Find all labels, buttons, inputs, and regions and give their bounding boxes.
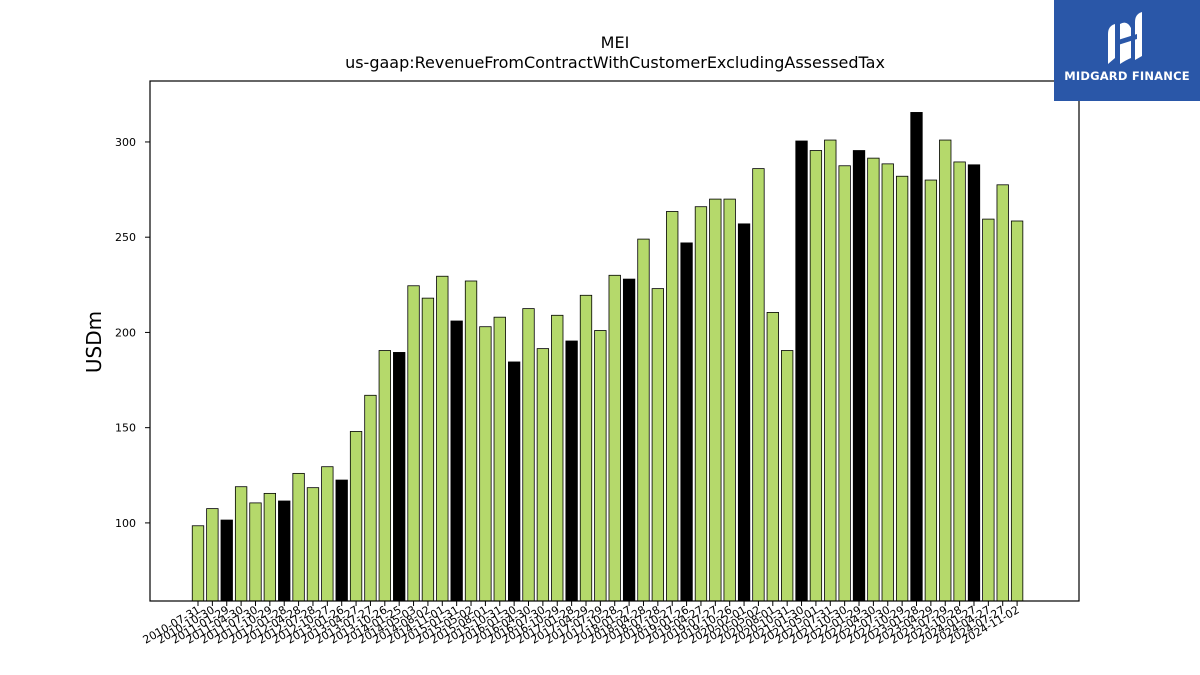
- y-tick-label: 200: [115, 326, 136, 339]
- y-tick-label: 150: [115, 422, 136, 435]
- bar-2020-08-01: [766, 312, 779, 602]
- bar-2022-04-30: [867, 157, 880, 602]
- bar-2013-01-26: [335, 479, 348, 602]
- bar-2013-04-27: [349, 431, 363, 602]
- bar-2019-10-26: [723, 198, 736, 602]
- bar-2014-05-03: [407, 285, 420, 602]
- bar-2013-10-26: [378, 350, 391, 602]
- bar-2011-07-30: [249, 502, 262, 602]
- bar-2024-01-27: [967, 164, 981, 602]
- bar-2024-04-27: [982, 218, 995, 602]
- bar-2024-07-27: [996, 184, 1009, 602]
- bar-2017-01-28: [565, 340, 578, 602]
- bar-2018-04-28: [637, 238, 650, 602]
- bar-2018-10-27: [666, 211, 679, 602]
- bars-group: [191, 112, 1024, 602]
- y-tick-label: 250: [115, 231, 136, 244]
- bar-2013-07-27: [364, 394, 377, 602]
- bar-2018-01-27: [622, 278, 636, 602]
- bar-2015-05-02: [464, 280, 478, 602]
- bar-2021-01-30: [795, 140, 808, 602]
- bar-2016-01-30: [507, 361, 521, 602]
- bar-2015-10-31: [493, 316, 506, 602]
- bar-2023-10-28: [953, 161, 966, 602]
- bar-2020-02-01: [737, 223, 751, 602]
- bar-2022-07-30: [881, 163, 894, 602]
- bar-2014-08-02: [421, 297, 435, 602]
- bar-2014-11-01: [436, 275, 449, 602]
- bar-2019-07-27: [709, 198, 722, 602]
- y-ticks-group: 100 150 200 250 300: [115, 136, 150, 530]
- midgard-finance-logo: MIDGARD FINANCE: [1054, 0, 1200, 101]
- bar-2011-04-30: [234, 486, 248, 602]
- bar-2023-07-29: [939, 139, 952, 602]
- bar-2017-10-28: [608, 274, 621, 602]
- bar-2016-07-30: [536, 348, 550, 602]
- chart-subtitle: us-gaap:RevenueFromContractWithCustomerE…: [345, 53, 885, 72]
- bar-2017-04-29: [579, 294, 593, 602]
- bar-2023-04-29: [924, 179, 938, 602]
- bar-2012-01-28: [278, 500, 291, 602]
- bar-2019-01-26: [680, 242, 693, 602]
- bar-2012-07-28: [306, 487, 320, 602]
- bar-2021-07-31: [824, 139, 837, 602]
- y-tick-label: 100: [115, 517, 136, 530]
- bar-2020-05-02: [752, 168, 765, 602]
- chart-title: MEI: [601, 33, 630, 52]
- bar-2021-10-30: [838, 165, 851, 602]
- y-tick-label: 300: [115, 136, 136, 149]
- bar-2022-10-29: [895, 175, 909, 602]
- bar-2015-01-31: [450, 320, 463, 602]
- bar-2017-07-29: [594, 330, 607, 602]
- x-ticks-group: 2010-07-312010-10-302011-01-292011-04-30…: [141, 601, 1022, 647]
- bar-2019-04-27: [694, 206, 708, 602]
- bar-2016-10-29: [551, 314, 564, 602]
- bar-2023-01-28: [910, 112, 923, 602]
- bar-2011-01-29: [220, 519, 233, 602]
- bar-2015-08-01: [479, 326, 492, 602]
- bar-2012-10-27: [321, 466, 334, 602]
- y-axis-label: USDm: [82, 311, 106, 373]
- plot-frame: [149, 80, 1080, 602]
- bar-2021-05-01: [809, 150, 823, 602]
- logo-wordmark: MIDGARD FINANCE: [1064, 69, 1190, 83]
- bar-2010-10-30: [206, 508, 219, 602]
- bar-2010-07-31: [191, 525, 205, 602]
- bar-2016-04-30: [522, 308, 535, 602]
- bar-2024-11-02: [1010, 220, 1024, 602]
- midgard-logo-icon: [1108, 12, 1142, 64]
- bar-2012-04-28: [292, 472, 305, 602]
- bar-2020-10-31: [781, 350, 794, 602]
- bar-2022-01-29: [852, 150, 866, 602]
- bar-2011-10-29: [263, 492, 277, 602]
- bar-2018-07-28: [651, 288, 664, 602]
- bar-2014-01-25: [393, 352, 406, 602]
